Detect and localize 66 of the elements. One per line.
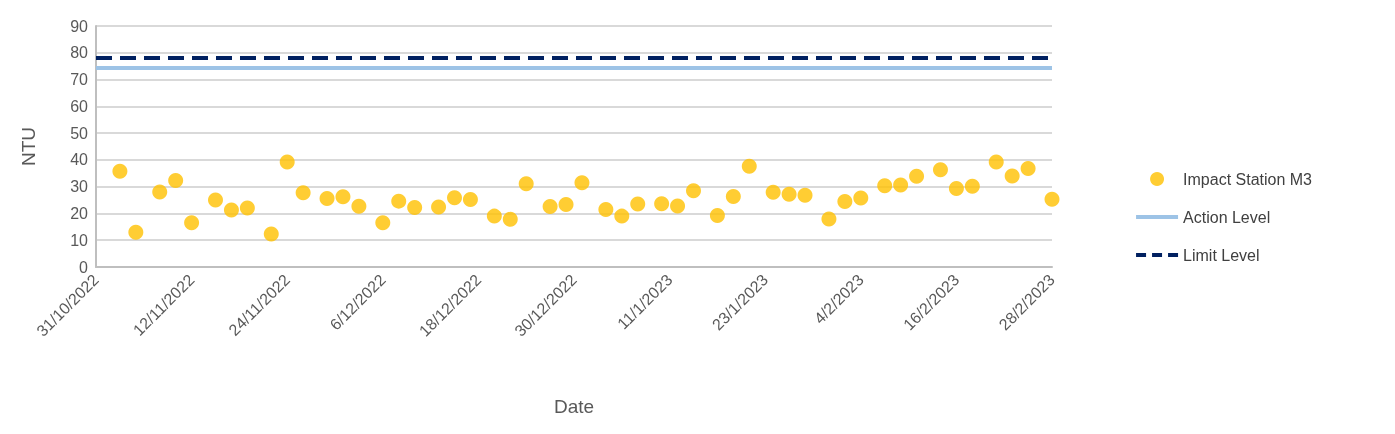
point: [1044, 191, 1060, 207]
point: [797, 187, 813, 203]
point: [964, 178, 980, 194]
point: [391, 193, 407, 209]
point: [542, 198, 558, 214]
point: [152, 184, 168, 200]
point: [407, 200, 423, 216]
point: [168, 173, 184, 188]
point: [208, 192, 223, 208]
point: [725, 189, 741, 205]
point: [598, 201, 614, 217]
point: [574, 175, 590, 191]
y-tick-label: 50: [70, 124, 89, 142]
point: [765, 184, 781, 200]
point: [447, 190, 462, 206]
point: [486, 208, 502, 224]
point: [853, 190, 869, 206]
x-axis-title: Date: [553, 396, 595, 417]
y-tick-label: 70: [70, 71, 89, 89]
point: [670, 198, 686, 214]
y-axis-title: NTU: [18, 126, 39, 167]
point: [686, 183, 701, 199]
point: [502, 211, 518, 227]
point: [837, 193, 853, 209]
y-tick-label: 90: [70, 17, 89, 35]
point: [781, 186, 797, 202]
point: [877, 178, 893, 194]
point: [614, 208, 630, 224]
point: [239, 200, 255, 216]
y-tick-label: 10: [70, 231, 89, 249]
point: [279, 154, 295, 170]
point: [893, 177, 909, 193]
point: [948, 181, 964, 197]
point: [335, 189, 351, 205]
y-tick-label: 0: [79, 258, 89, 276]
point: [821, 211, 837, 227]
y-tick-label: 20: [70, 204, 89, 222]
y-tick-label: 80: [70, 44, 89, 62]
y-tick-label: 40: [70, 151, 89, 169]
point: [112, 163, 128, 179]
point: [128, 224, 144, 240]
legend-label: Impact Station M3: [1183, 170, 1313, 188]
point: [462, 192, 478, 208]
point: [223, 202, 239, 218]
point: [988, 154, 1004, 170]
point: [1004, 168, 1020, 184]
point: [1020, 160, 1036, 176]
legend-label: Action Level: [1183, 208, 1271, 226]
point: [184, 215, 200, 231]
point: [741, 158, 757, 174]
point: [295, 185, 311, 201]
point: [263, 226, 279, 242]
y-tick-label: 30: [70, 178, 89, 196]
point: [558, 197, 574, 213]
point: [654, 196, 670, 212]
point: [630, 196, 646, 212]
point: [518, 176, 534, 192]
point: [375, 215, 391, 231]
point: [909, 168, 925, 184]
y-tick-label: 60: [70, 97, 89, 115]
point: [319, 190, 335, 206]
point: [709, 208, 725, 224]
point: [431, 199, 447, 215]
legend-label: Limit Level: [1183, 246, 1260, 264]
point: [932, 162, 948, 178]
point: [351, 198, 367, 214]
